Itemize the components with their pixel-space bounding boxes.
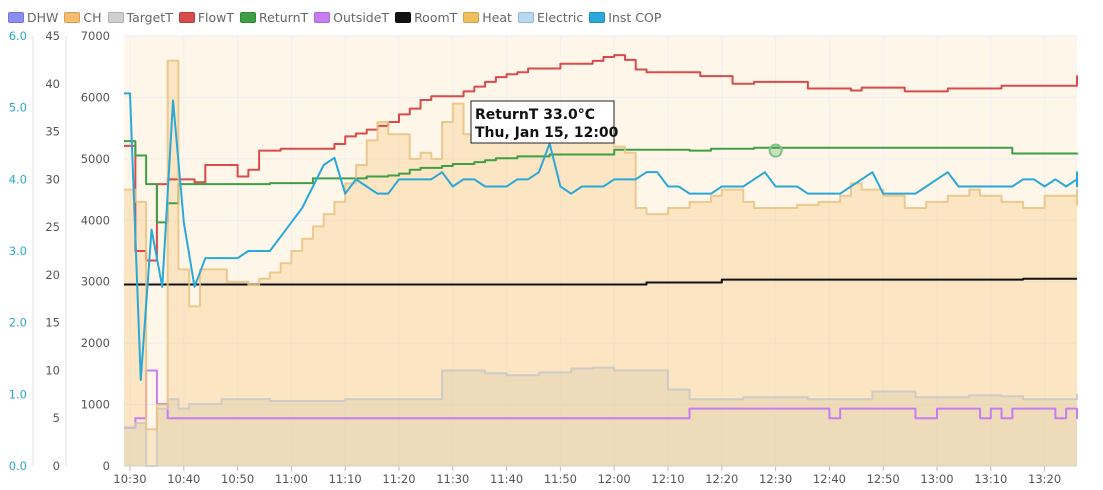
temp-tick-label: 30 <box>45 172 60 186</box>
power-tick-label: 6000 <box>81 90 110 104</box>
temp-tick-label: 40 <box>45 77 60 91</box>
legend-item-inst-cop[interactable]: Inst COP <box>589 10 661 25</box>
x-tick-label: 12:40 <box>813 472 846 486</box>
hover-marker <box>768 143 783 158</box>
axes: 0.0 1.0 2.0 3.0 4.0 5.0 6.0 0 5 10 15 20 25 30 35 40 45 0… <box>9 29 1077 486</box>
x-tick-label: 11:50 <box>544 472 577 486</box>
legend-swatch <box>589 11 606 23</box>
series-line-outsidet <box>124 369 1078 429</box>
temp-tick-label: 45 <box>45 29 60 43</box>
power-tick-label: 0 <box>103 459 110 473</box>
tooltip-box <box>470 100 615 144</box>
cop-tick-label: 0.0 <box>9 459 27 473</box>
x-tick-label: 11:20 <box>382 472 415 486</box>
series-line-targett <box>124 366 1078 467</box>
legend-swatch <box>64 11 81 23</box>
power-tick-label: 5000 <box>81 152 110 166</box>
legend-swatch <box>314 11 331 23</box>
legend-swatch <box>107 11 124 23</box>
series-line-roomt <box>124 277 1077 286</box>
legend-item-dhw[interactable]: DHW <box>8 10 58 25</box>
tooltip: ReturnT 33.0°C Thu, Jan 15, 12:00 <box>470 100 619 144</box>
legend-item-returnt[interactable]: ReturnT <box>240 10 308 25</box>
legend-label: Heat <box>482 9 512 25</box>
legend-swatch <box>463 11 480 23</box>
power-tick-label: 4000 <box>81 213 110 227</box>
x-tick-label: 12:10 <box>651 472 684 486</box>
x-tick-label: 11:10 <box>329 472 362 486</box>
x-tick-label: 12:30 <box>759 472 792 486</box>
legend-label: CH <box>83 9 102 25</box>
legend-label: TargetT <box>126 9 173 25</box>
temp-tick-label: 25 <box>45 220 60 234</box>
legend-swatch <box>517 11 534 23</box>
x-tick-label: 10:40 <box>167 472 200 486</box>
legend-swatch <box>240 11 257 23</box>
legend-swatch <box>178 11 195 23</box>
tooltip-line1: ReturnT 33.0°C <box>475 107 595 123</box>
legend-item-heat[interactable]: Heat <box>463 10 512 25</box>
x-tick-label: 10:50 <box>221 472 254 486</box>
series-fill-heat <box>124 60 1077 466</box>
power-tick-label: 3000 <box>81 275 110 289</box>
legend-swatch <box>395 11 412 23</box>
cop-tick-label: 3.0 <box>9 244 27 258</box>
series-line-flowt <box>124 54 1078 262</box>
x-tick-label: 11:00 <box>275 472 308 486</box>
legend-item-outsidet[interactable]: OutsideT <box>314 10 389 25</box>
legend-label: RoomT <box>414 9 458 25</box>
fills <box>124 60 1077 466</box>
tooltip-line2: Thu, Jan 15, 12:00 <box>475 125 619 141</box>
cop-tick-label: 6.0 <box>9 29 27 43</box>
x-tick-label: 13:00 <box>920 472 953 486</box>
legend-label: Inst COP <box>608 9 662 25</box>
x-tick-label: 11:40 <box>490 472 523 486</box>
x-tick-label: 13:10 <box>974 472 1007 486</box>
legend-item-targett[interactable]: TargetT <box>107 9 173 25</box>
legend-item-electric[interactable]: Electric <box>517 9 584 25</box>
legend-swatch <box>8 11 24 23</box>
legend-item-ch[interactable]: CH <box>64 9 102 25</box>
cop-tick-label: 2.0 <box>9 316 27 330</box>
x-tick-label: 12:00 <box>598 472 631 486</box>
temp-tick-label: 20 <box>45 268 60 282</box>
cop-tick-label: 4.0 <box>9 172 27 186</box>
temp-tick-label: 0 <box>53 459 60 473</box>
power-tick-label: 1000 <box>81 398 110 412</box>
power-tick-label: 7000 <box>81 29 110 43</box>
series-fill-targett <box>124 367 1077 466</box>
x-tick-label: 11:30 <box>436 472 469 486</box>
legend-label: OutsideT <box>333 9 390 25</box>
x-tick-label: 13:20 <box>1028 472 1061 486</box>
power-tick-label: 2000 <box>81 336 110 350</box>
series-line-inst-cop <box>124 92 1078 381</box>
x-tick-label: 10:30 <box>113 472 146 486</box>
temp-tick-label: 15 <box>45 316 60 330</box>
temp-tick-label: 10 <box>45 363 60 377</box>
legend-label: ReturnT <box>259 9 309 25</box>
x-tick-label: 12:50 <box>867 472 900 486</box>
legend-item-flowt[interactable]: FlowT <box>178 9 235 25</box>
cop-tick-label: 5.0 <box>9 101 27 115</box>
tooltip-marker <box>768 143 783 158</box>
legend: DHW CH TargetT FlowT ReturnT OutsideT RoomT Hea… <box>8 8 667 26</box>
cop-tick-label: 1.0 <box>9 387 27 401</box>
legend-label: DHW <box>27 9 59 25</box>
legend-label: Electric <box>536 9 584 25</box>
legend-label: FlowT <box>197 9 235 25</box>
legend-item-roomt[interactable]: RoomT <box>395 10 457 25</box>
temp-tick-label: 5 <box>53 411 60 425</box>
x-tick-label: 12:20 <box>705 472 738 486</box>
temp-tick-label: 35 <box>45 125 60 139</box>
